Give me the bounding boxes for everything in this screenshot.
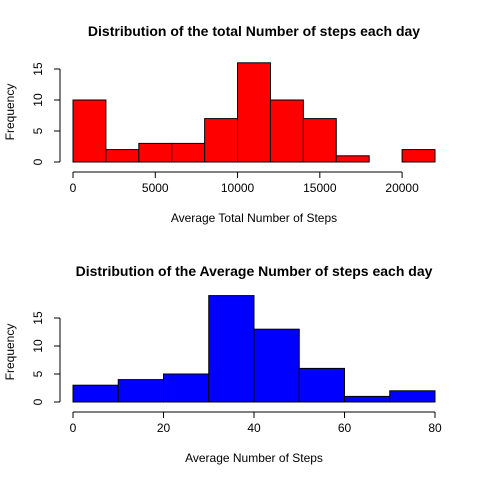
bar-6 [269, 99, 304, 163]
x-tick-label: 5000 [142, 181, 169, 195]
bar-5 [237, 62, 271, 163]
bar-6 [344, 395, 391, 403]
bar-2 [138, 142, 173, 163]
x-tick-label: 60 [338, 421, 352, 435]
y-tick-label: 10 [31, 339, 45, 353]
y-axis-label: Frequency [3, 324, 17, 381]
x-tick-label: 20000 [385, 181, 419, 195]
bar-3 [171, 142, 206, 163]
y-tick-label: 15 [31, 62, 45, 76]
x-tick-label: 0 [70, 181, 77, 195]
chart-title: Distribution of the Average Number of st… [76, 263, 433, 279]
histogram-total-steps: Distribution of the total Number of step… [3, 23, 436, 225]
y-tick-label: 0 [31, 398, 45, 405]
bar-1 [105, 149, 140, 163]
x-axis: 0 5000 10000 15000 20000 [70, 171, 419, 195]
bar-10 [401, 149, 436, 163]
bar-4 [253, 328, 300, 403]
bar-5 [298, 367, 345, 403]
bar-1 [117, 379, 164, 403]
bar-2 [163, 373, 210, 403]
y-axis: 0 5 10 15 [31, 62, 61, 165]
bar-8 [335, 155, 370, 163]
x-tick-label: 80 [428, 421, 442, 435]
x-tick-label: 20 [157, 421, 171, 435]
bars [72, 295, 436, 403]
bar-3 [208, 295, 255, 403]
bar-0 [72, 384, 119, 403]
bar-4 [204, 118, 239, 163]
bars [72, 62, 436, 163]
x-tick-label: 0 [70, 421, 77, 435]
bar-7 [389, 390, 436, 403]
x-tick-label: 10000 [221, 181, 255, 195]
y-tick-label: 10 [31, 93, 45, 107]
y-tick-label: 5 [31, 370, 45, 377]
x-tick-label: 40 [247, 421, 261, 435]
x-axis-label: Average Number of Steps [185, 451, 323, 465]
x-tick-label: 15000 [303, 181, 337, 195]
y-axis-label: Frequency [3, 84, 17, 141]
bar-0 [72, 99, 107, 163]
bar-7 [302, 118, 337, 163]
y-axis: 0 5 10 15 [31, 311, 61, 405]
y-tick-label: 15 [31, 311, 45, 325]
y-tick-label: 0 [31, 158, 45, 165]
x-axis: 0 20 40 60 80 [70, 411, 442, 435]
x-axis-label: Average Total Number of Steps [171, 211, 337, 225]
histogram-average-steps: Distribution of the Average Number of st… [3, 263, 442, 465]
y-tick-label: 5 [31, 127, 45, 134]
chart-title: Distribution of the total Number of step… [88, 23, 420, 39]
